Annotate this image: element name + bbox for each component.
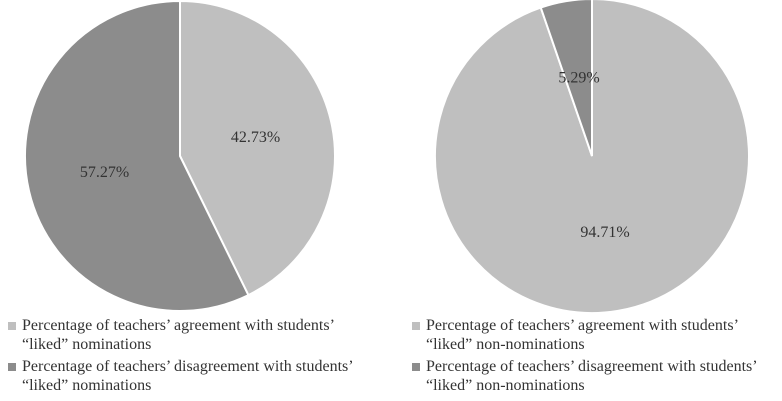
legend: Percentage of teachers’ agreement with s… bbox=[8, 316, 368, 398]
pie-slice bbox=[434, 0, 750, 314]
legend-item: Percentage of teachers’ agreement with s… bbox=[8, 316, 368, 354]
legend-swatch bbox=[412, 363, 420, 371]
pie-slice bbox=[179, 0, 336, 297]
legend: Percentage of teachers’ agreement with s… bbox=[412, 316, 772, 398]
legend-label: Percentage of teachers’ agreement with s… bbox=[426, 317, 738, 353]
legend-item: Percentage of teachers’ agreement with s… bbox=[412, 316, 772, 354]
legend-swatch bbox=[8, 322, 16, 330]
legend-swatch bbox=[8, 363, 16, 371]
legend-label: Percentage of teachers’ agreement with s… bbox=[22, 317, 334, 353]
data-label: 5.29% bbox=[558, 69, 599, 86]
pie-slice bbox=[539, 0, 593, 157]
legend-label: Percentage of teachers’ disagreement wit… bbox=[426, 358, 757, 394]
legend-swatch bbox=[412, 322, 420, 330]
legend-label: Percentage of teachers’ disagreement wit… bbox=[22, 358, 353, 394]
data-label: 42.73% bbox=[231, 129, 280, 146]
legend-item: Percentage of teachers’ disagreement wit… bbox=[8, 357, 368, 395]
pie-slice bbox=[24, 0, 250, 312]
data-label: 94.71% bbox=[580, 224, 629, 241]
data-label: 57.27% bbox=[80, 164, 129, 181]
legend-item: Percentage of teachers’ disagreement wit… bbox=[412, 357, 772, 395]
